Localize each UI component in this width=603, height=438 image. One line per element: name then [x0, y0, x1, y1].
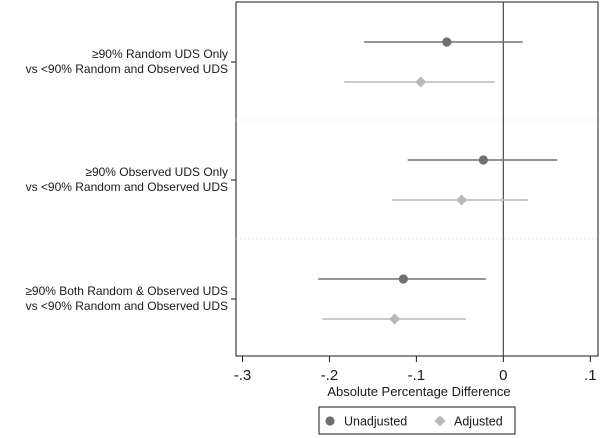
y-category-label: ≥90% Random UDS Only vs <90% Random and O… — [26, 47, 228, 76]
adjusted-point — [456, 194, 468, 206]
x-tick-label: -.2 — [321, 367, 339, 384]
x-axis-title: Absolute Percentage Difference — [327, 384, 510, 399]
legend-unadjusted-marker — [325, 416, 335, 426]
unadjusted-point — [478, 155, 488, 165]
unadjusted-point — [442, 37, 452, 47]
x-tick-label: -.1 — [408, 367, 426, 384]
grid-layer — [236, 119, 598, 240]
legend-unadjusted-label: Unadjusted — [344, 415, 407, 429]
legend-adjusted-label: Adjusted — [454, 415, 503, 429]
legend: Unadjusted Adjusted — [318, 406, 516, 435]
x-tick-label: 0 — [499, 367, 507, 384]
x-tick-label: .1 — [584, 367, 597, 384]
plot-frame — [235, 1, 599, 357]
x-tick-label: -.3 — [234, 367, 252, 384]
data-marks — [318, 37, 558, 325]
legend-adjusted-marker — [434, 415, 446, 427]
y-category-label: ≥90% Both Random & Observed UDS vs <90% R… — [25, 284, 228, 313]
x-axis: -.3 -.2 -.1 0 .1 — [234, 356, 597, 384]
unadjusted-point — [398, 274, 408, 284]
legend-box — [318, 406, 516, 435]
y-category-label: ≥90% Observed UDS Only vs <90% Random and… — [26, 165, 228, 194]
adjusted-point — [389, 313, 401, 325]
adjusted-point — [415, 76, 427, 88]
y-axis-labels: ≥90% Random UDS Only vs <90% Random and O… — [25, 47, 236, 313]
